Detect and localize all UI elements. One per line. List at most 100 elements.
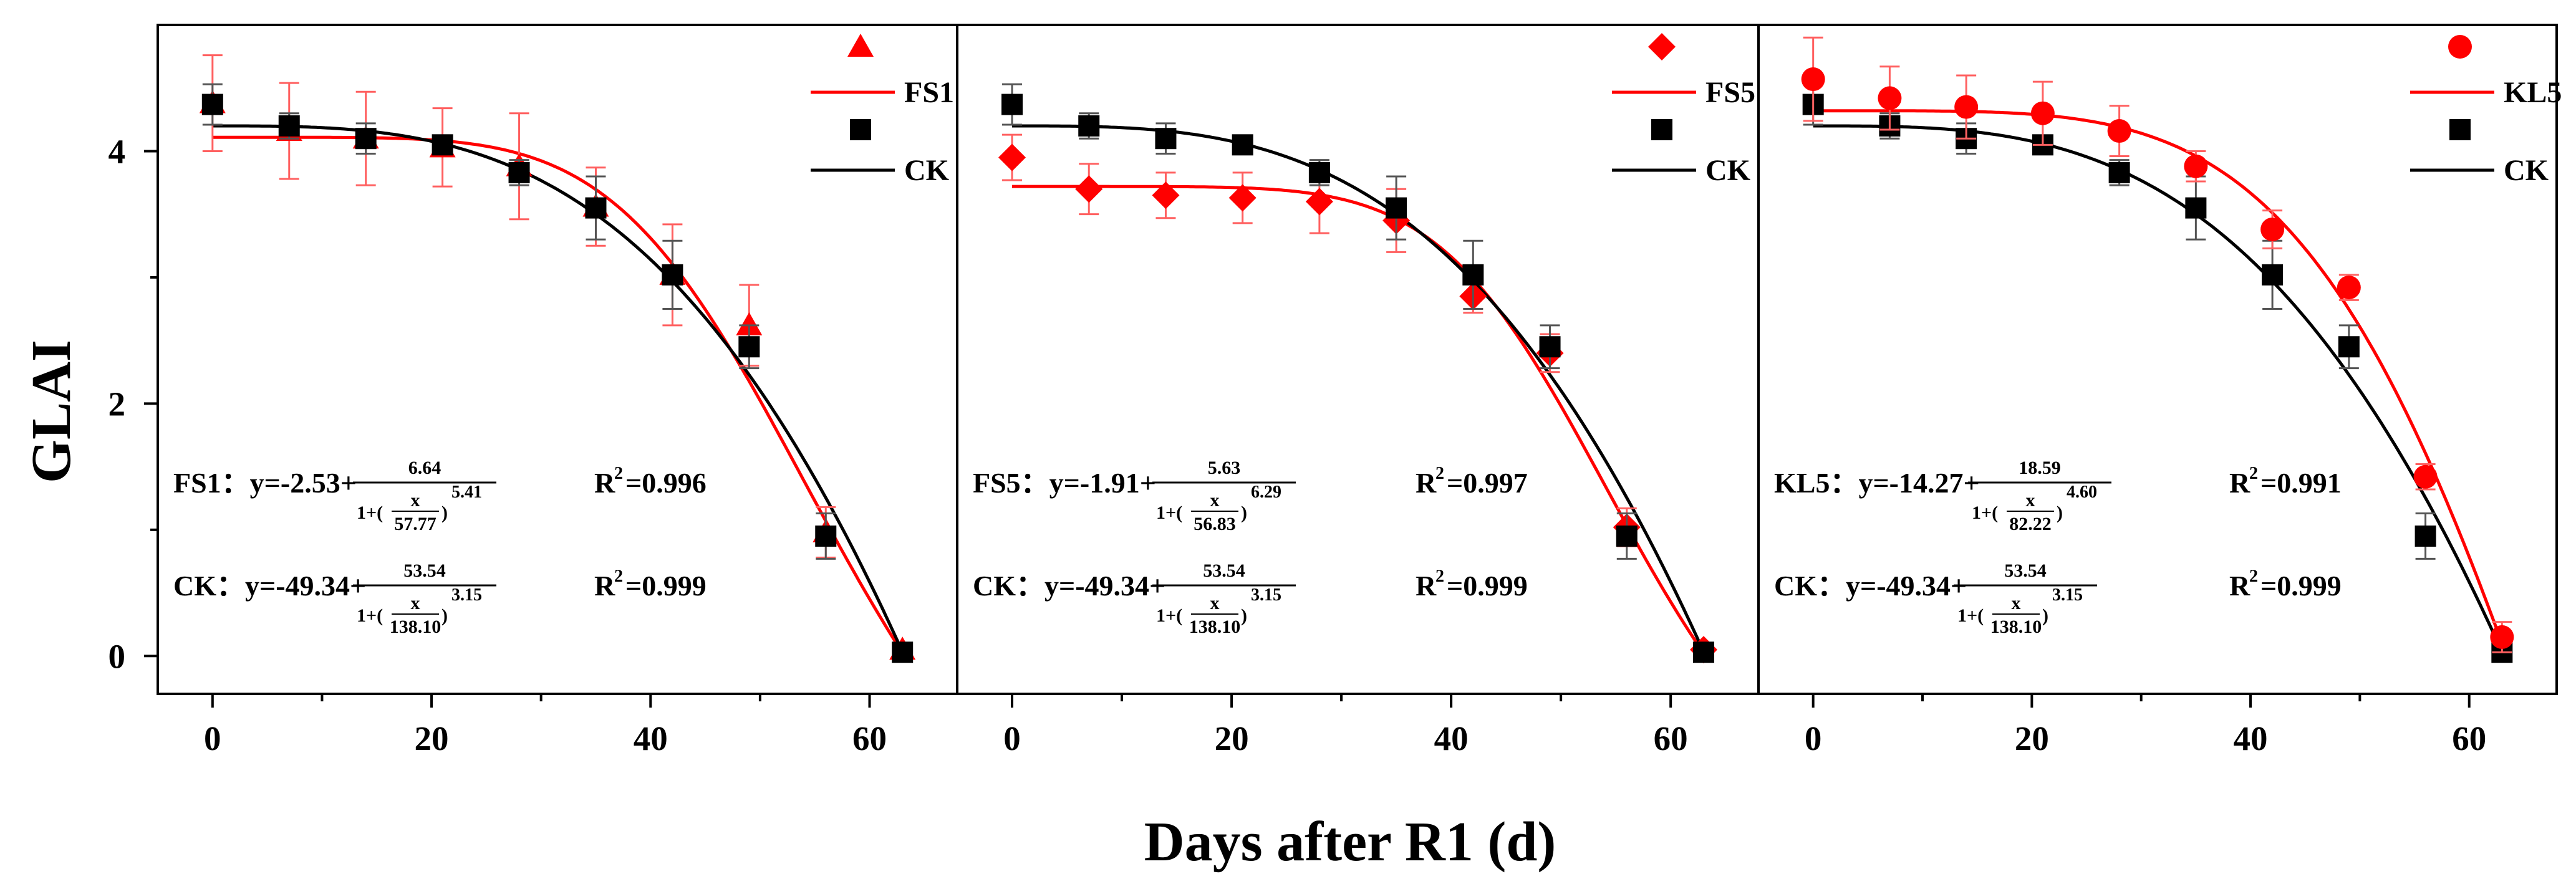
equation-numerator: 53.54 bbox=[403, 560, 446, 581]
data-point-ck bbox=[1616, 525, 1638, 547]
equation-x: x bbox=[1210, 593, 1220, 613]
data-point-ck bbox=[1078, 115, 1100, 137]
r-squared-value: =0.991 bbox=[2260, 467, 2342, 499]
data-point-ck bbox=[2108, 161, 2130, 183]
data-point-fs5 bbox=[1152, 181, 1180, 209]
data-point-fs5 bbox=[998, 143, 1026, 171]
data-point-ck bbox=[662, 264, 683, 286]
data-point-ck bbox=[738, 336, 760, 358]
r-squared-label: R bbox=[1416, 467, 1437, 499]
data-point-ck bbox=[1386, 197, 1407, 219]
legend-marker-ck bbox=[2449, 119, 2471, 140]
equation-numerator: 5.63 bbox=[1208, 458, 1241, 478]
r-squared-superscript: 2 bbox=[2249, 567, 2258, 586]
data-point-ck bbox=[1232, 134, 1253, 156]
data-point-fs5 bbox=[1228, 184, 1257, 212]
equation-numerator: 18.59 bbox=[2019, 458, 2061, 478]
r-squared-superscript: 2 bbox=[2249, 464, 2258, 483]
equation-prefix: CK：y=-49.34+ bbox=[1774, 570, 1967, 602]
fit-curve-ck bbox=[212, 124, 904, 653]
r-squared-value: =0.996 bbox=[625, 467, 707, 499]
x-tick-label: 0 bbox=[1003, 719, 1021, 757]
equation-exponent: 5.41 bbox=[451, 483, 482, 502]
legend-label: FS5 bbox=[1705, 76, 1755, 109]
x-tick-label: 20 bbox=[415, 719, 449, 757]
fit-curve-kl5 bbox=[1813, 109, 2504, 645]
data-point-fs5 bbox=[1305, 188, 1333, 216]
x-tick-label: 60 bbox=[852, 719, 887, 757]
y-tick-label: 0 bbox=[109, 637, 126, 675]
r-squared-value: =0.999 bbox=[625, 570, 707, 602]
equation-one-plus: 1+( bbox=[1156, 605, 1182, 626]
data-point-ck bbox=[2414, 525, 2436, 547]
data-point-ck bbox=[2262, 264, 2284, 286]
legend-label: CK bbox=[904, 154, 949, 187]
equation-numerator: 53.54 bbox=[2004, 560, 2047, 581]
panel-frame bbox=[1757, 24, 2558, 695]
data-point-ck bbox=[1155, 128, 1177, 150]
equation-one-plus: 1+( bbox=[1156, 502, 1182, 523]
data-point-ck bbox=[1462, 264, 1484, 286]
legend-label: KL5 bbox=[2504, 76, 2562, 109]
data-point-kl5 bbox=[2184, 154, 2208, 178]
x-tick-label: 0 bbox=[204, 719, 221, 757]
data-point-ck bbox=[508, 161, 530, 183]
data-point-ck bbox=[1308, 161, 1330, 183]
equation-x: x bbox=[411, 490, 420, 511]
data-point-ck bbox=[815, 525, 837, 547]
data-point-kl5 bbox=[2413, 464, 2438, 489]
x-tick-label: 60 bbox=[1654, 719, 1688, 757]
equation-x: x bbox=[411, 593, 420, 613]
r-squared-value: =0.999 bbox=[2260, 570, 2342, 602]
data-point-fs5 bbox=[1075, 175, 1103, 203]
legend-label: FS1 bbox=[904, 76, 954, 109]
equation-numerator: 53.54 bbox=[1203, 560, 1245, 581]
data-point-ck bbox=[1539, 336, 1561, 358]
equation-denominator: 138.10 bbox=[390, 617, 441, 637]
data-point-kl5 bbox=[1878, 86, 1902, 110]
equation-denominator: 56.83 bbox=[1194, 514, 1236, 534]
equation-denominator: 82.22 bbox=[2009, 514, 2052, 534]
equation-x: x bbox=[2012, 593, 2021, 613]
equation-close-paren: ) bbox=[2057, 502, 2063, 523]
data-point-kl5 bbox=[2030, 101, 2055, 125]
legend-marker-ck bbox=[1651, 119, 1672, 140]
data-point-ck bbox=[201, 94, 223, 115]
equation-denominator: 57.77 bbox=[394, 514, 437, 534]
y-tick-label: 2 bbox=[109, 385, 126, 423]
r-squared-superscript: 2 bbox=[614, 567, 623, 586]
x-tick-label: 40 bbox=[2234, 719, 2268, 757]
data-point-kl5 bbox=[1954, 95, 1979, 119]
r-squared-label: R bbox=[1416, 570, 1437, 602]
data-point-ck bbox=[2338, 336, 2360, 358]
equation-prefix: CK：y=-49.34+ bbox=[173, 570, 366, 602]
legend-marker-kl5 bbox=[2448, 35, 2472, 59]
y-axis-title: GLAI bbox=[21, 340, 82, 483]
equation-close-paren: ) bbox=[441, 502, 448, 523]
fit-curve-fs5 bbox=[1012, 185, 1705, 655]
data-point-kl5 bbox=[2260, 217, 2285, 241]
fit-curve-fs1 bbox=[212, 135, 904, 654]
legend-label: CK bbox=[1705, 154, 1750, 187]
data-point-fs1 bbox=[736, 312, 763, 335]
equation-close-paren: ) bbox=[1241, 605, 1247, 626]
x-tick-label: 20 bbox=[2015, 719, 2049, 757]
fit-curve-ck bbox=[1012, 124, 1705, 653]
equation-prefix: FS5：y=-1.91+ bbox=[973, 467, 1156, 499]
equation-denominator: 138.10 bbox=[1990, 617, 2042, 637]
r-squared-value: =0.999 bbox=[1447, 570, 1528, 602]
equation-close-paren: ) bbox=[1241, 502, 1247, 523]
equation-one-plus: 1+( bbox=[357, 502, 383, 523]
equation-exponent: 3.15 bbox=[2052, 585, 2083, 605]
equation-denominator: 138.10 bbox=[1189, 617, 1241, 637]
r-squared-superscript: 2 bbox=[1435, 567, 1444, 586]
x-tick-label: 40 bbox=[1434, 719, 1469, 757]
r-squared-superscript: 2 bbox=[614, 464, 623, 483]
equation-prefix: CK：y=-49.34+ bbox=[973, 570, 1165, 602]
equation-prefix: KL5：y=-14.27+ bbox=[1774, 467, 1980, 499]
equation-one-plus: 1+( bbox=[357, 605, 383, 626]
x-tick-label: 20 bbox=[1215, 719, 1249, 757]
data-point-ck bbox=[2185, 197, 2207, 219]
